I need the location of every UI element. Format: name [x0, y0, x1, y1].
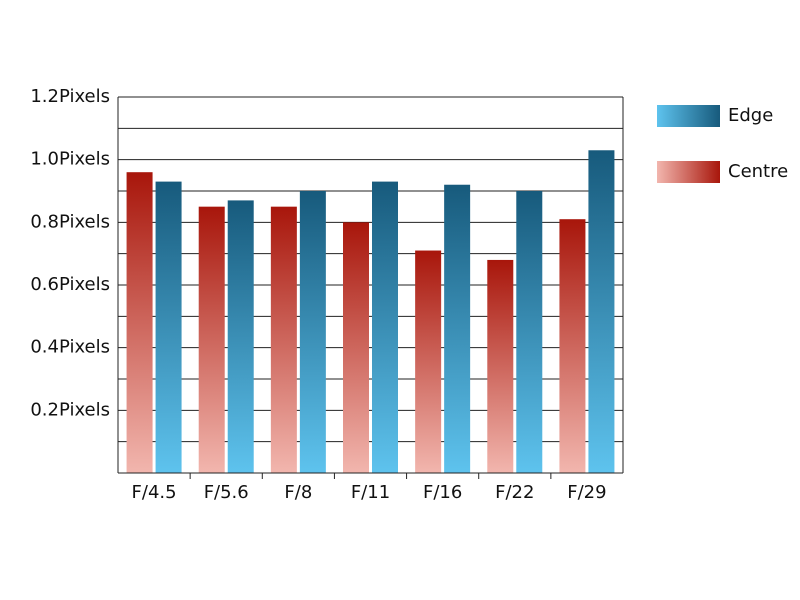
y-tick-label: 0.6Pixels [30, 274, 110, 295]
x-tick-label: F/8 [284, 482, 312, 503]
y-tick-label: 1.0Pixels [30, 149, 110, 170]
bar [516, 191, 543, 473]
y-tick-label: 1.2Pixels [30, 86, 110, 107]
legend-swatch [657, 161, 720, 183]
bar [270, 206, 297, 473]
bar [227, 200, 254, 473]
x-tick-label: F/4.5 [132, 482, 177, 503]
legend-swatch [657, 105, 720, 127]
legend-label: Edge [728, 105, 773, 126]
bar [198, 206, 225, 473]
legend-label: Centre [728, 161, 788, 182]
bar [343, 222, 369, 473]
x-tick-label: F/5.6 [204, 482, 249, 503]
bar [559, 219, 586, 473]
x-tick-label: F/11 [351, 482, 390, 503]
bar [444, 184, 471, 473]
bar [126, 172, 153, 473]
y-tick-label: 0.8Pixels [30, 211, 110, 232]
y-tick-label: 0.2Pixels [30, 399, 110, 420]
bar [588, 150, 615, 473]
bar [372, 181, 398, 473]
bar [299, 191, 326, 473]
x-tick-label: F/29 [567, 482, 606, 503]
x-tick-label: F/16 [423, 482, 462, 503]
x-tick-label: F/22 [495, 482, 534, 503]
y-tick-label: 0.4Pixels [30, 337, 110, 358]
bar [415, 250, 442, 473]
bar [155, 181, 182, 473]
bar [487, 259, 514, 473]
